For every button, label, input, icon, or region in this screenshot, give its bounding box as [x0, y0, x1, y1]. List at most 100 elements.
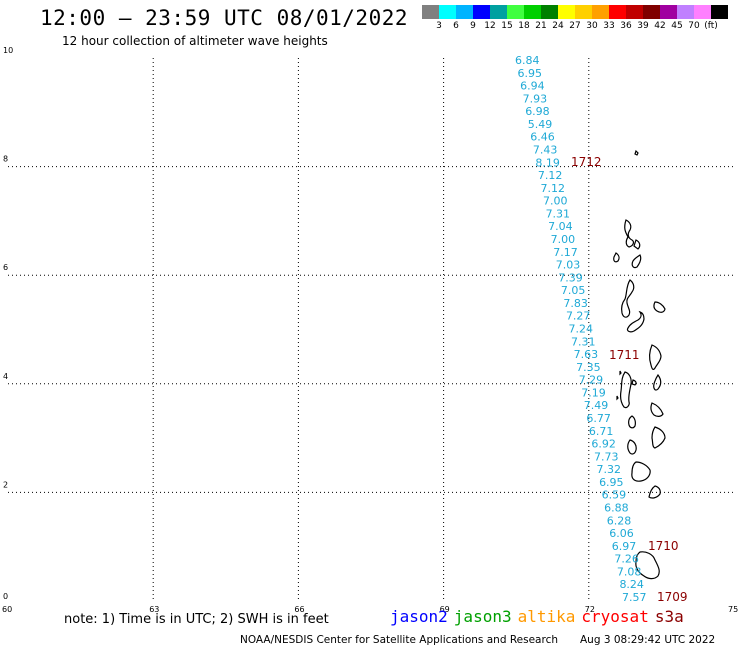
- x-tick-label: 66: [294, 605, 304, 614]
- island-outline: [648, 485, 661, 499]
- wave-height-label: 6.06: [609, 527, 634, 540]
- wave-height-label: 6.97: [612, 540, 637, 553]
- wave-height-labels: 6.846.956.947.936.985.496.467.438.197.12…: [515, 54, 647, 604]
- wave-height-label: 7.32: [597, 463, 622, 476]
- wave-height-label: 6.84: [515, 54, 540, 67]
- color-scale-label: 39: [637, 21, 649, 31]
- island-outline: [650, 402, 664, 417]
- color-scale-label: 9: [470, 21, 476, 31]
- island-outline: [616, 395, 619, 401]
- color-scale-label: 6: [453, 21, 459, 31]
- island-outline: [627, 439, 637, 455]
- chart-subtitle: 12 hour collection of altimeter wave hei…: [62, 34, 328, 48]
- wave-height-label: 7.31: [571, 335, 596, 348]
- y-tick-label: 10: [3, 46, 13, 55]
- color-scale-label: 30: [586, 21, 598, 31]
- color-scale-swatch: [711, 5, 728, 19]
- wave-height-label: 7.31: [546, 207, 571, 220]
- generated-timestamp: Aug 3 08:29:42 UTC 2022: [580, 634, 716, 646]
- x-tick-label: 60: [2, 605, 12, 614]
- wave-height-label: 7.26: [614, 553, 639, 566]
- y-tick-label: 0: [3, 592, 8, 601]
- island-outline: [631, 254, 642, 269]
- wave-height-label: 7.04: [548, 220, 573, 233]
- maldives-coastline: [613, 149, 666, 580]
- island-outline: [621, 279, 635, 318]
- color-scale-swatch: [422, 5, 439, 19]
- wave-height-label: 7.19: [581, 386, 606, 399]
- wave-height-label: 7.93: [523, 92, 548, 105]
- y-tick-label: 8: [3, 155, 8, 164]
- mission-label: altika: [517, 607, 576, 626]
- wave-height-label: 7.49: [584, 399, 609, 412]
- color-scale-swatch: [541, 5, 558, 19]
- color-scale-swatch: [439, 5, 456, 19]
- wave-height-label: 7.83: [563, 297, 588, 310]
- wave-height-label: 7.29: [579, 374, 604, 387]
- wave-height-label: 6.95: [599, 476, 624, 489]
- wave-height-label: 7.63: [574, 348, 599, 361]
- wave-height-label: 6.88: [604, 502, 629, 515]
- color-scale-bar: [422, 5, 728, 19]
- wave-height-label: 8.19: [535, 156, 560, 169]
- wave-height-label: 7.12: [540, 182, 565, 195]
- color-scale-swatch: [609, 5, 626, 19]
- color-scale-swatch: [456, 5, 473, 19]
- color-scale-label: 42: [654, 21, 666, 31]
- island-outline: [624, 219, 635, 248]
- y-tick-label: 2: [3, 480, 8, 489]
- color-scale-swatch: [490, 5, 507, 19]
- island-outline: [631, 461, 651, 482]
- color-scale-swatch: [592, 5, 609, 19]
- x-tick-label: 69: [440, 605, 450, 614]
- wave-height-label: 8.24: [619, 578, 644, 591]
- color-scale-label: 45: [671, 21, 683, 31]
- mission-label: cryosat: [581, 607, 649, 626]
- wave-height-label: 7.73: [594, 450, 619, 463]
- wave-height-label: 7.03: [556, 259, 581, 272]
- wave-height-label: 7.43: [533, 144, 558, 157]
- color-scale-label: 21: [535, 21, 547, 31]
- island-outline: [613, 252, 620, 263]
- island-outline: [620, 371, 632, 409]
- pass-time-label: 1709: [657, 590, 688, 604]
- wave-height-label: 7.24: [569, 323, 594, 336]
- color-scale-swatch: [524, 5, 541, 19]
- pass-time-label: 1711: [609, 348, 640, 362]
- island-outline: [631, 379, 637, 386]
- color-scale-swatch: [677, 5, 694, 19]
- wave-height-label: 5.49: [528, 118, 553, 131]
- color-scale-swatch: [626, 5, 643, 19]
- color-scale-label: 3: [436, 21, 442, 31]
- island-outline: [649, 344, 662, 371]
- wave-height-label: 6.28: [607, 514, 632, 527]
- color-scale-swatch: [660, 5, 677, 19]
- mission-label: jason3: [453, 607, 512, 626]
- wave-height-label: 6.94: [520, 80, 545, 93]
- color-scale-swatch: [507, 5, 524, 19]
- wave-height-label: 6.92: [591, 438, 616, 451]
- island-outline: [633, 239, 641, 250]
- wave-height-label: 7.17: [553, 246, 578, 259]
- wave-height-label: 6.95: [518, 67, 543, 80]
- wave-height-label: 7.08: [617, 565, 642, 578]
- x-tick-label: 75: [728, 605, 738, 614]
- units-note: note: 1) Time is in UTC; 2) SWH is in fe…: [64, 612, 329, 627]
- island-outline: [619, 370, 622, 376]
- wave-height-label: 6.59: [602, 489, 627, 502]
- x-tick-label: 63: [149, 605, 159, 614]
- color-scale-label: (ft): [704, 21, 718, 31]
- y-tick-label: 6: [3, 263, 8, 272]
- pass-time-label: 1712: [571, 155, 602, 169]
- wave-height-label: 7.00: [551, 233, 576, 246]
- mission-label: jason2: [390, 607, 448, 626]
- wave-height-label: 6.77: [586, 412, 611, 425]
- island-outline: [651, 426, 666, 449]
- pass-time-labels: 1712 1711 1710 1709: [571, 155, 688, 604]
- wave-height-label: 6.98: [525, 105, 550, 118]
- island-outline: [635, 551, 660, 580]
- island-outline: [626, 310, 645, 333]
- y-tick-label: 4: [3, 372, 8, 381]
- wave-height-label: 7.12: [538, 169, 563, 182]
- mission-label: s3a: [654, 607, 684, 626]
